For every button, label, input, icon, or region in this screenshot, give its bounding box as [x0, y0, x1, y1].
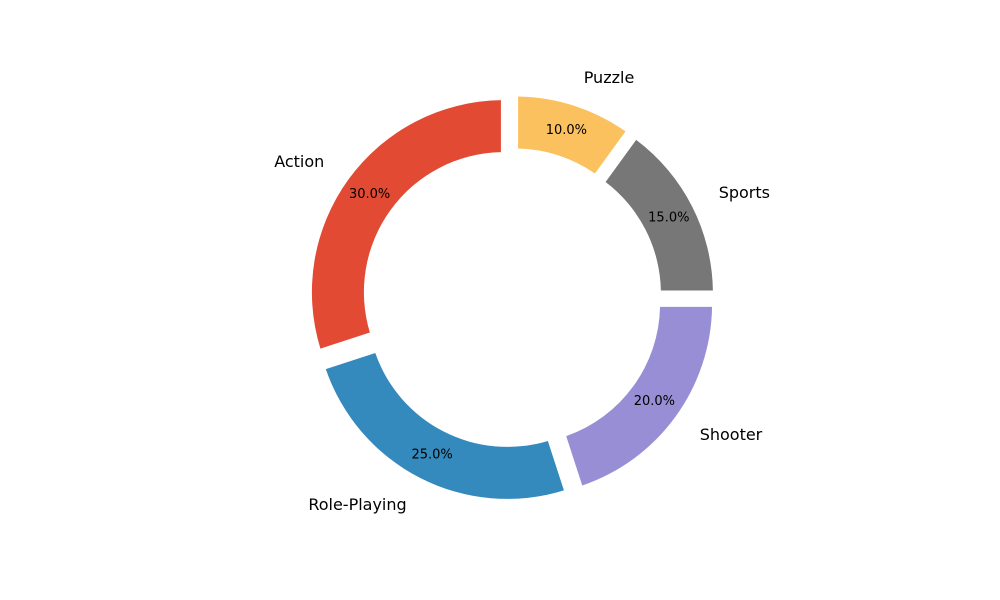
category-label: Action: [274, 152, 324, 171]
pct-label: 20.0%: [634, 394, 675, 409]
category-label: Sports: [719, 183, 770, 202]
category-label: Puzzle: [584, 68, 635, 87]
category-label: Shooter: [700, 425, 763, 444]
category-label: Role-Playing: [308, 495, 406, 514]
slice-role-playing: [326, 353, 564, 499]
pct-label: 10.0%: [546, 123, 587, 138]
slices-layer: [312, 97, 713, 499]
pct-label: 15.0%: [648, 211, 689, 226]
pct-label: 25.0%: [411, 447, 452, 462]
pct-label: 30.0%: [349, 187, 390, 202]
slice-action: [312, 100, 501, 348]
